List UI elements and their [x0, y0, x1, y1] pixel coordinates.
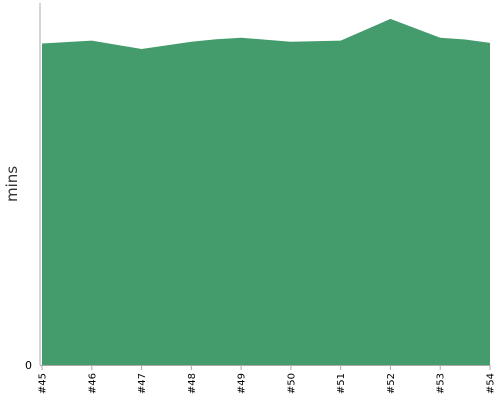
area-series-0	[42, 18, 490, 366]
x-tick-label: #49	[237, 373, 248, 394]
x-tick-label: #47	[137, 373, 148, 394]
y-axis: 0	[25, 3, 41, 372]
x-tick-label: #45	[38, 373, 49, 394]
x-tick-label: #50	[286, 373, 297, 394]
x-tick-label: #51	[336, 373, 347, 394]
x-tick-label: #54	[486, 373, 497, 394]
x-tick-label: #53	[436, 373, 447, 394]
plot-area	[42, 18, 490, 366]
y-axis-label: mins	[3, 166, 21, 202]
y-tick-label: 0	[25, 359, 32, 372]
x-tick-label: #52	[386, 373, 397, 394]
x-tick-label: #48	[187, 373, 198, 394]
x-tick-label: #46	[87, 373, 98, 394]
x-axis: #45 #46 #47 #48 #49 #50 #51 #52 #53 #54	[38, 365, 497, 394]
